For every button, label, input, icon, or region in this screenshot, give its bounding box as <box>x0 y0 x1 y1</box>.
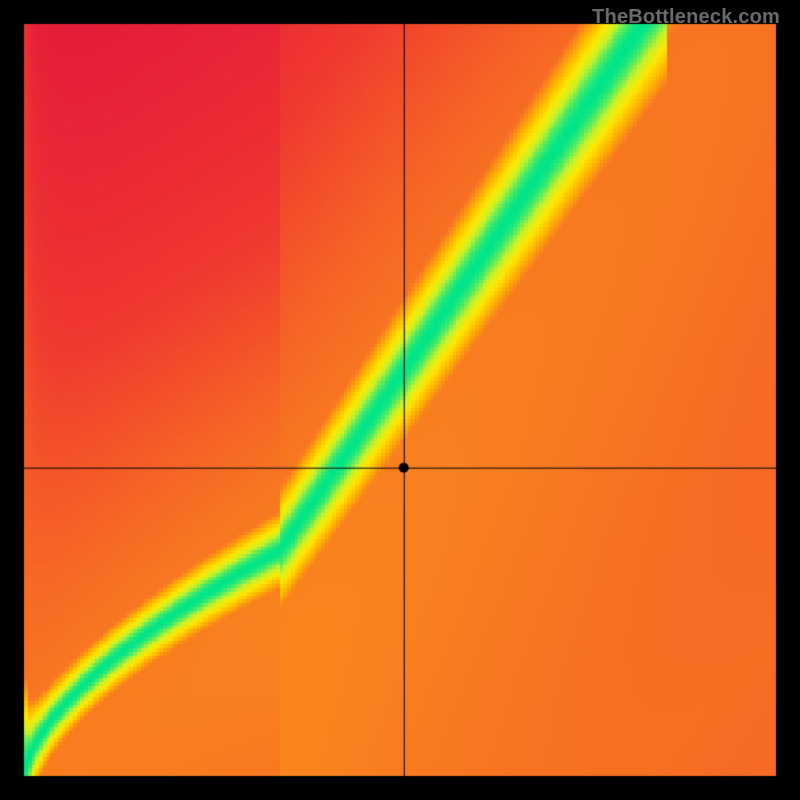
heatmap-canvas <box>0 0 800 800</box>
chart-container: TheBottleneck.com <box>0 0 800 800</box>
watermark-label: TheBottleneck.com <box>592 6 780 29</box>
